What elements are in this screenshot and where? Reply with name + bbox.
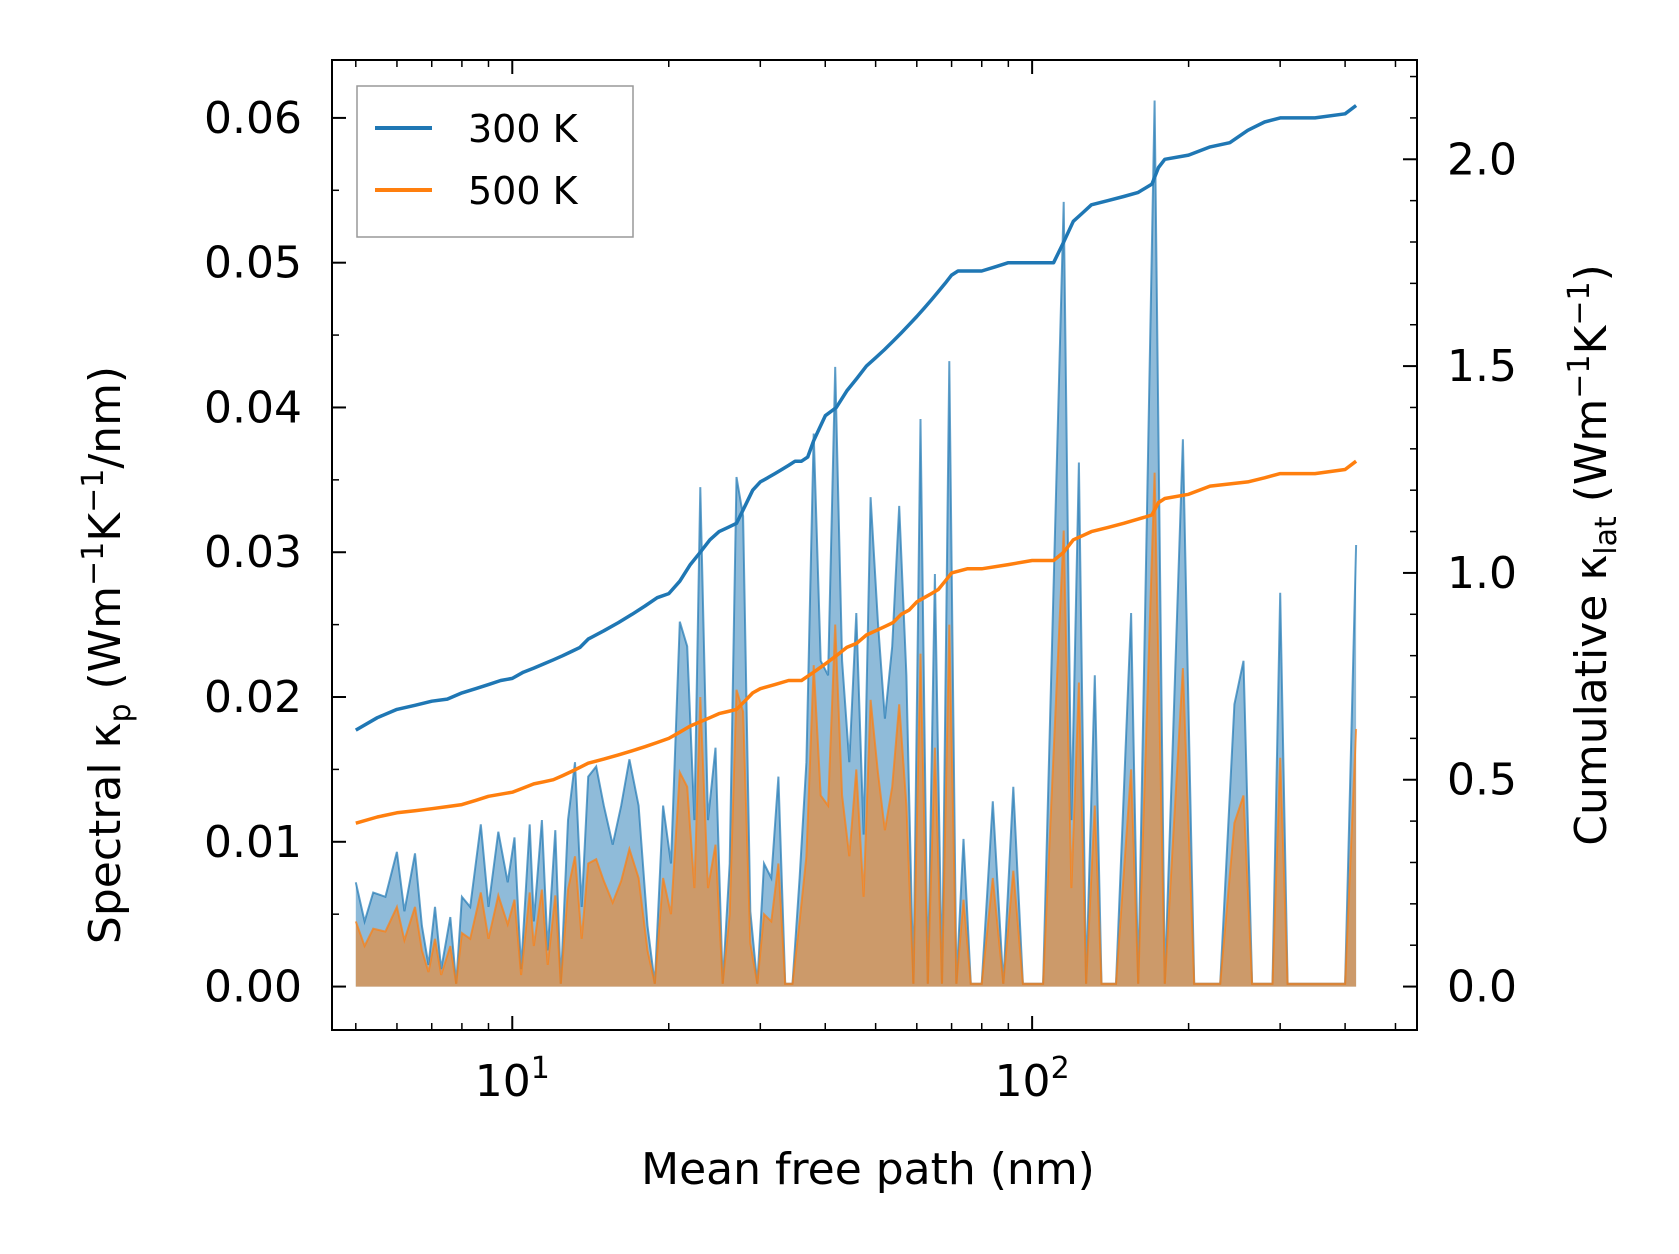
y-right-tick-label-2: 1.0 [1447, 548, 1517, 599]
y-right-tick-label-1: 0.5 [1447, 755, 1517, 806]
y-right-tick-label-3: 1.5 [1447, 341, 1517, 392]
x-tick-label-0: 101 [475, 1051, 550, 1107]
y-left-tick-label-0: 0.00 [204, 962, 302, 1013]
x-axis-label: Mean free path (nm) [641, 1144, 1095, 1195]
axes-layer: 101 102 0.00 0.01 0.02 0.03 0.04 0.05 0.06 0.0 0.5… [204, 59, 1517, 1107]
spectral-line-0 [354, 100, 1358, 985]
legend-box [356, 85, 634, 238]
legend-label-300k: 300 K [468, 107, 579, 151]
y-left-tick-label-5: 0.05 [204, 238, 302, 289]
y-left-tick-label-6: 0.06 [204, 93, 302, 144]
y-left-tick-label-4: 0.04 [204, 382, 302, 433]
spectral-area-1 [355, 472, 1357, 987]
y-left-tick-label-1: 0.01 [204, 817, 302, 868]
cumulative-line-0 [354, 104, 1358, 732]
legend: 300 K 500 K [356, 85, 634, 238]
line-layer [354, 104, 1358, 825]
legend-label-500k: 500 K [468, 169, 579, 213]
plot-frame [331, 59, 1418, 1031]
y-left-tick-label-3: 0.03 [204, 527, 302, 578]
y-right-tick-label-4: 2.0 [1447, 134, 1517, 185]
spectral-line-1 [354, 472, 1358, 985]
y-left-axis-label: Spectral κp (Wm−1K−1/nm) [76, 366, 138, 944]
y-right-axis-label: Cumulative κlat (Wm−1K−1) [1562, 264, 1624, 846]
cumulative-line-1 [355, 459, 1358, 825]
y-left-tick-label-2: 0.02 [204, 672, 302, 723]
x-tick-label-1: 102 [995, 1051, 1070, 1107]
spectral-fill-layer [354, 100, 1358, 987]
y-right-tick-label-0: 0.0 [1447, 962, 1517, 1013]
